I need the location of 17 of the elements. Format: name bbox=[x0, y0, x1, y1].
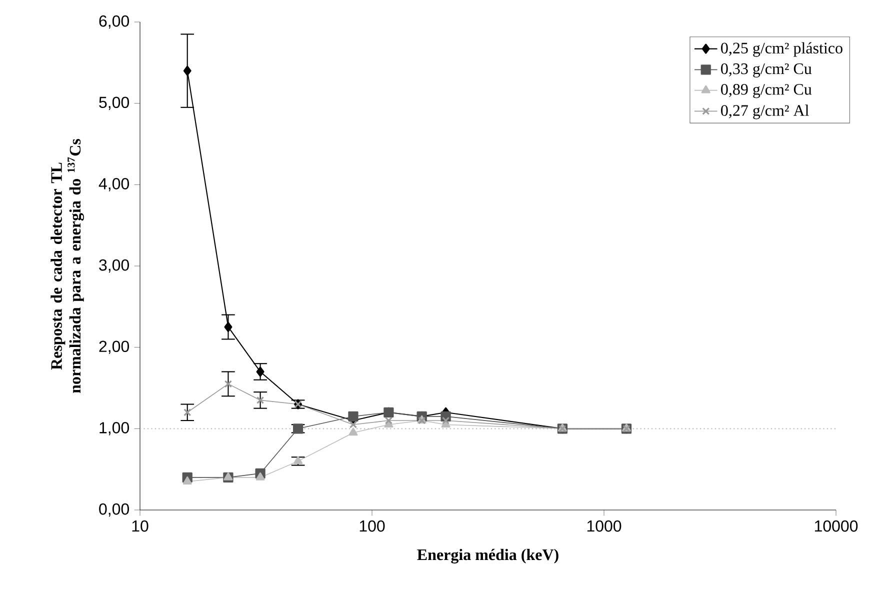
legend-label: 0,33 g/cm² Cu bbox=[721, 63, 812, 78]
x-tick-label: 10000 bbox=[814, 520, 858, 532]
y-tick-label: 0,00 bbox=[99, 503, 129, 517]
legend-label: 0,25 g/cm² plástico bbox=[721, 42, 842, 57]
x-axis-title: Energia média (keV) bbox=[417, 548, 558, 564]
y-tick-label: 2,00 bbox=[99, 340, 129, 354]
y-tick-label: 5,00 bbox=[99, 96, 129, 110]
y-tick-label: 6,00 bbox=[99, 15, 129, 29]
y-axis-title: Resposta de cada detector TL normalizada para a energia do $^{137}$Cs bbox=[50, 138, 84, 393]
x-tick-label: 10 bbox=[132, 520, 148, 532]
legend-label: 0,27 g/cm² Al bbox=[721, 104, 809, 120]
y-tick-label: 4,00 bbox=[98, 178, 129, 192]
x-tick-label: 1000 bbox=[587, 520, 622, 532]
y-tick-label: 1,00 bbox=[100, 422, 129, 436]
x-tick-label: 100 bbox=[360, 520, 385, 532]
y-tick-label: 3,00 bbox=[99, 259, 129, 273]
legend-label: 0,89 g/cm² Cu bbox=[721, 84, 812, 98]
